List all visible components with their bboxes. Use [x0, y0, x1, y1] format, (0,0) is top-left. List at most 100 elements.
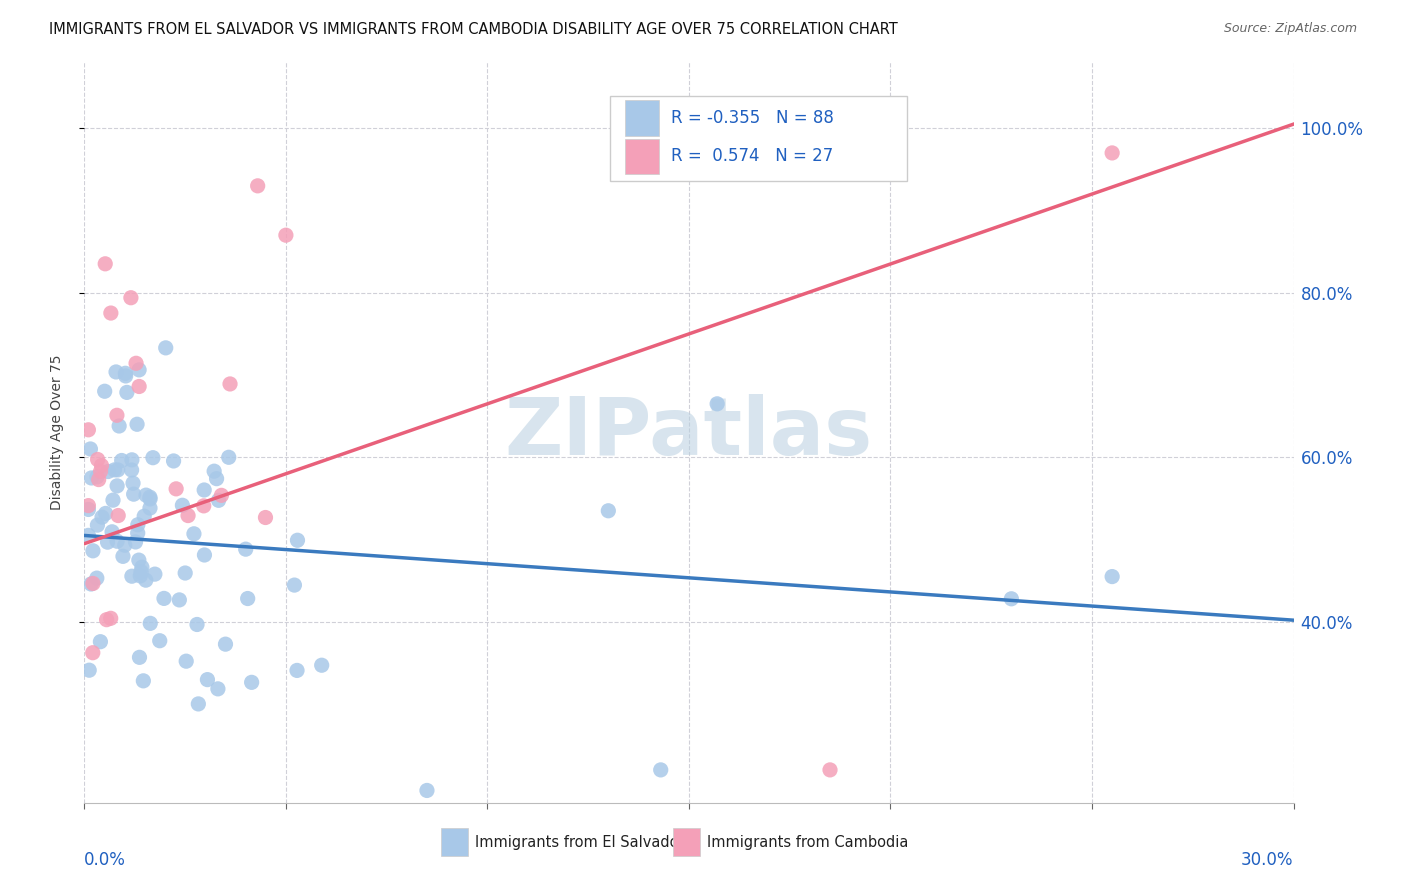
Text: IMMIGRANTS FROM EL SALVADOR VS IMMIGRANTS FROM CAMBODIA DISABILITY AGE OVER 75 C: IMMIGRANTS FROM EL SALVADOR VS IMMIGRANT… [49, 22, 898, 37]
Point [114, 538, 136, 552]
Point [86, 470, 108, 484]
Point [131, 560, 153, 574]
Point [128, 363, 150, 377]
Point [91, 510, 114, 524]
Point [153, 591, 176, 606]
Text: 30.0%: 30.0% [1241, 851, 1294, 869]
Point [219, 376, 242, 391]
Point [111, 453, 134, 467]
Point [82, 646, 104, 660]
Point [139, 616, 162, 631]
Point [115, 385, 138, 400]
Point [174, 654, 197, 668]
Point [97, 465, 120, 479]
Bar [624, 138, 659, 174]
Point [128, 650, 150, 665]
Point [235, 542, 257, 557]
Point [193, 548, 215, 562]
Point [139, 490, 162, 504]
Point [122, 487, 145, 501]
Point [143, 567, 166, 582]
Point [94, 257, 117, 271]
Point [246, 178, 269, 193]
Point [77, 528, 100, 542]
Point [100, 306, 122, 320]
Point [77, 499, 100, 513]
Point [706, 397, 728, 411]
Point [142, 450, 165, 465]
Point [128, 553, 150, 567]
Point [103, 463, 125, 477]
Point [100, 611, 122, 625]
Point [97, 535, 120, 549]
Point [105, 365, 128, 379]
Point [218, 450, 240, 465]
Text: R =  0.574   N = 27: R = 0.574 N = 27 [671, 147, 832, 165]
Point [89, 634, 111, 648]
Point [96, 613, 118, 627]
Point [134, 509, 156, 524]
Y-axis label: Disability Age Over 75: Disability Age Over 75 [49, 355, 63, 510]
Point [172, 498, 194, 512]
Point [207, 493, 229, 508]
Point [174, 566, 197, 580]
Point [79, 442, 101, 456]
Point [285, 664, 308, 678]
Point [121, 463, 143, 477]
Point [139, 491, 162, 506]
Point [105, 409, 128, 423]
Point [205, 472, 228, 486]
Point [77, 663, 100, 677]
Point [86, 518, 108, 533]
Point [121, 569, 143, 583]
Text: Source: ZipAtlas.com: Source: ZipAtlas.com [1223, 22, 1357, 36]
Point [105, 479, 128, 493]
Point [311, 658, 333, 673]
Point [149, 633, 172, 648]
Point [186, 617, 208, 632]
FancyBboxPatch shape [610, 95, 907, 181]
Point [122, 476, 145, 491]
Point [86, 571, 108, 585]
Point [94, 507, 117, 521]
Bar [624, 100, 659, 136]
Point [183, 526, 205, 541]
Point [416, 783, 439, 797]
Point [287, 533, 309, 548]
Point [254, 510, 277, 524]
Point [169, 593, 191, 607]
Point [1101, 569, 1123, 583]
Point [193, 483, 215, 497]
Point [105, 534, 128, 549]
Point [90, 458, 112, 473]
Point [132, 673, 155, 688]
Point [114, 366, 136, 380]
Bar [441, 828, 468, 856]
Point [197, 673, 219, 687]
Point [107, 508, 129, 523]
Point [135, 488, 157, 502]
Point [214, 637, 236, 651]
Point [101, 493, 124, 508]
Point [82, 543, 104, 558]
Point [1000, 591, 1022, 606]
Point [128, 379, 150, 393]
Point [129, 569, 152, 583]
Text: R = -0.355   N = 88: R = -0.355 N = 88 [671, 109, 834, 127]
Point [650, 763, 672, 777]
Point [120, 291, 142, 305]
Point [177, 508, 200, 523]
Text: ZIPatlas: ZIPatlas [505, 393, 873, 472]
Point [121, 453, 143, 467]
Point [80, 577, 103, 591]
Point [87, 473, 110, 487]
Point [209, 488, 232, 502]
Point [86, 452, 108, 467]
Point [135, 573, 157, 587]
Point [80, 471, 103, 485]
Text: 0.0%: 0.0% [84, 851, 127, 869]
Point [107, 463, 129, 477]
Point [90, 464, 112, 478]
Point [129, 565, 152, 579]
Point [187, 697, 209, 711]
